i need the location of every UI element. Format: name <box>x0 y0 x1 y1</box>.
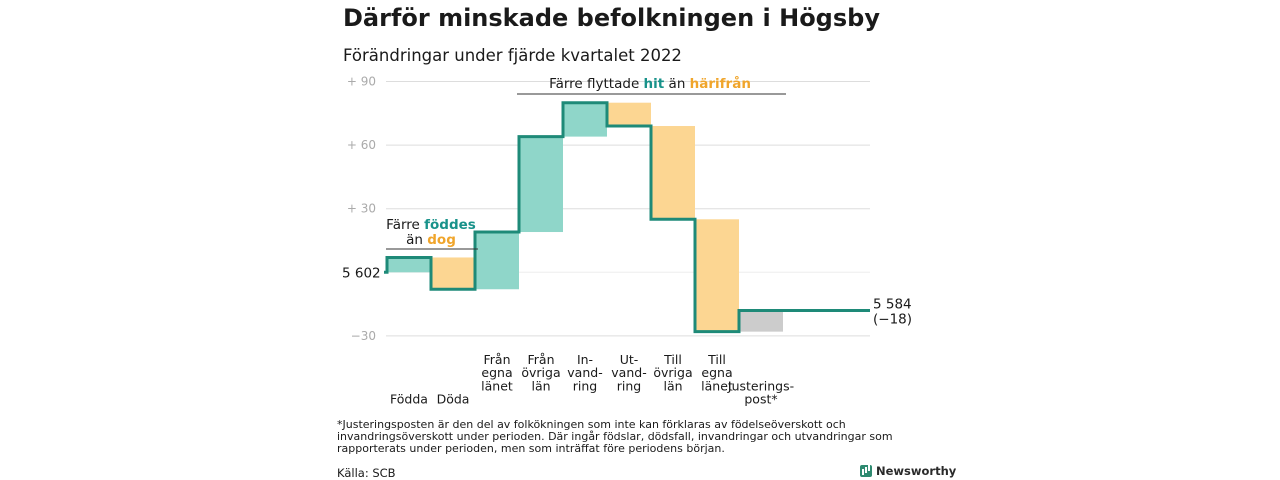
footnote: *Justeringsposten är den del av folkökni… <box>337 418 893 455</box>
bar-out <box>607 102 651 127</box>
chart-icon <box>860 465 872 477</box>
x-tick-label: post* <box>744 392 777 407</box>
end-change-label: (−18) <box>873 311 912 327</box>
bar-in <box>563 102 607 137</box>
x-tick-label: vand- <box>611 365 646 380</box>
y-tick-label: −30 <box>351 329 376 343</box>
y-tick-label: + 90 <box>347 75 376 89</box>
x-tick-label: länet <box>701 378 733 393</box>
bar-adjust <box>739 310 783 332</box>
x-tick-label: egna <box>701 365 732 380</box>
x-tick-label: Från <box>527 352 554 367</box>
x-tick-label: övriga <box>521 365 560 380</box>
bar-out <box>651 126 695 220</box>
x-tick-label: In- <box>577 352 593 367</box>
bar-out <box>695 219 739 332</box>
bar-in <box>387 257 431 273</box>
x-tick-label: ring <box>573 378 597 393</box>
chart-title: Därför minskade befolkningen i Högsby <box>343 4 880 32</box>
bars <box>387 102 783 332</box>
x-tick-label: Döda <box>437 392 470 407</box>
births-annotation-line1: Färre föddes <box>386 217 476 233</box>
x-tick-label: Till <box>663 352 682 367</box>
x-tick-label: Till <box>707 352 726 367</box>
migration-annotation: Färre flyttade hit än härifrån <box>549 75 751 92</box>
x-tick-label: ring <box>617 378 641 393</box>
x-tick-label: Ut- <box>620 352 639 367</box>
x-tick-label: Födda <box>390 392 428 407</box>
brand-logo: Newsworthy <box>860 464 956 478</box>
x-tick-label: vand- <box>567 365 602 380</box>
x-tick-label: län <box>531 378 550 393</box>
chart-subtitle: Förändringar under fjärde kvartalet 2022 <box>343 46 682 65</box>
population-step-line <box>384 101 870 334</box>
x-tick-label: länet <box>481 378 513 393</box>
source-label: Källa: SCB <box>337 466 396 480</box>
bar-in <box>475 232 519 290</box>
x-tick-label: egna <box>481 365 512 380</box>
x-tick-label: Justerings- <box>727 378 794 393</box>
step-line <box>384 101 870 334</box>
y-tick-label: + 60 <box>347 138 376 152</box>
bar-out <box>431 257 475 290</box>
births-annotation-line2: än dog <box>406 232 456 248</box>
x-tick-label: övriga <box>653 365 692 380</box>
brand-name: Newsworthy <box>876 464 957 478</box>
x-tick-label: Från <box>483 352 510 367</box>
start-value-label: 5 602 <box>342 265 381 281</box>
bar-in <box>519 136 563 233</box>
x-tick-label: län <box>663 378 682 393</box>
end-value-label: 5 584 <box>873 296 912 312</box>
y-tick-label: + 30 <box>347 202 376 216</box>
